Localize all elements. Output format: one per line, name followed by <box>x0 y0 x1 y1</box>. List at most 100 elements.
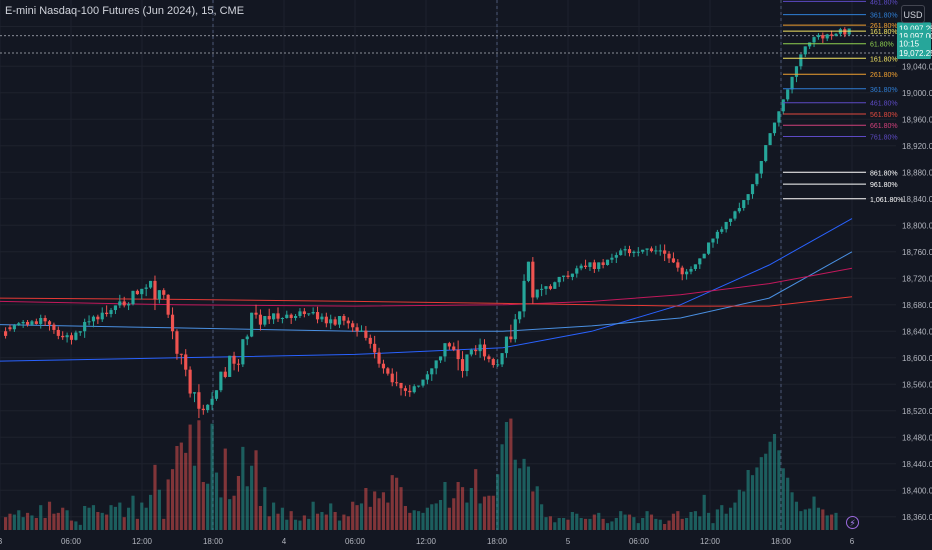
volume-bar <box>434 503 438 530</box>
volume-bar <box>175 446 179 530</box>
volume-bar <box>140 502 144 530</box>
candle-body <box>359 330 364 332</box>
volume-bar <box>201 482 205 530</box>
volume-bar <box>478 503 482 530</box>
candle-body <box>531 261 535 298</box>
volume-bar <box>641 518 645 530</box>
volume-bar <box>135 518 139 530</box>
y-tick-label: 18,800.00 <box>902 221 932 230</box>
x-tick-label: 12:00 <box>132 537 153 546</box>
volume-bar <box>96 512 100 530</box>
volume-bar <box>386 502 390 530</box>
candle-body <box>737 208 741 212</box>
candle-body <box>337 316 342 325</box>
candle-body <box>720 229 724 232</box>
volume-bar <box>359 503 364 530</box>
volume-bar <box>821 509 825 530</box>
candle-body <box>601 262 605 265</box>
volume-bar <box>21 517 25 530</box>
volume-bar <box>834 512 838 530</box>
candle-body <box>619 250 623 256</box>
y-tick-label: 18,400.00 <box>902 486 932 495</box>
candle-body <box>702 253 706 259</box>
volume-bar <box>786 477 790 530</box>
volume-bar <box>658 519 662 530</box>
candle-body <box>280 318 284 319</box>
volume-bar <box>605 523 610 530</box>
y-tick-label: 18,480.00 <box>902 433 932 442</box>
candle-body <box>364 330 368 338</box>
volume-bar <box>728 507 733 530</box>
volume-bar <box>557 518 561 530</box>
volume-bar <box>254 450 258 530</box>
fib-level-label: 961.80% <box>870 182 898 189</box>
candle-body <box>794 66 799 77</box>
candle-body <box>131 290 135 305</box>
time-axis[interactable]: 3 06:00 12:00 18:00 4 06:00 12:00 18:00 5 06:00 12… <box>0 537 855 546</box>
candle-body <box>680 267 684 275</box>
symbol-title[interactable]: E-mini Nasdaq-100 Futures (Jun 2024), 15… <box>5 5 245 17</box>
price-axis[interactable]: 19,100.0019,040.0019,000.0018,960.0018,9… <box>902 23 932 522</box>
candle-body <box>91 316 96 322</box>
candle-body <box>219 371 223 391</box>
volume-bar <box>47 501 52 530</box>
price-tag-label: 19,097.00 <box>899 32 932 41</box>
candle-body <box>166 294 170 315</box>
candle-body <box>641 249 645 252</box>
volume-bar <box>772 434 777 530</box>
volume-bar <box>320 512 324 530</box>
volume-bar <box>654 518 658 530</box>
candle-body <box>544 286 548 289</box>
volume-bar <box>241 446 245 530</box>
volume-bar <box>737 489 741 530</box>
volume-bar <box>500 444 504 530</box>
volume-bar <box>170 469 175 530</box>
volume-bar <box>377 498 381 530</box>
volume-bar <box>544 517 548 530</box>
y-tick-label: 18,440.00 <box>902 460 932 469</box>
candle-body <box>395 382 399 384</box>
volume-bar <box>781 468 785 530</box>
candle-body <box>663 250 667 254</box>
x-tick-label: 06:00 <box>629 537 650 546</box>
candle-body <box>122 301 126 306</box>
volume-bar <box>742 491 746 530</box>
volume-bar <box>799 511 803 530</box>
candle-body <box>632 251 636 254</box>
x-tick-label: 5 <box>566 537 571 546</box>
candle-body <box>671 258 676 263</box>
fib-level-label: 261.80% <box>870 23 898 30</box>
volume-bar <box>469 488 473 530</box>
volume-bar <box>447 507 451 530</box>
candle-body <box>399 382 403 389</box>
volume-bar <box>685 518 689 530</box>
moving-average-line <box>0 218 853 362</box>
volume-bar <box>733 502 737 530</box>
candle-body <box>812 37 816 43</box>
lightning-bolt-icon[interactable]: ⚡ <box>846 516 859 529</box>
candle-body <box>597 262 601 269</box>
candle-body <box>118 301 122 306</box>
candle-body <box>254 312 258 315</box>
volume-bar <box>78 524 82 530</box>
candle-body <box>52 324 56 330</box>
candle-body <box>184 354 188 370</box>
volume-bar <box>513 459 517 530</box>
volume-bar <box>825 515 829 530</box>
volume-bar <box>724 513 728 530</box>
candle-body <box>786 89 790 100</box>
candle-body <box>583 265 588 267</box>
volume-bar <box>667 520 671 530</box>
candle-body <box>263 316 267 325</box>
candle-body <box>610 257 614 260</box>
candle-body <box>557 276 561 283</box>
volume-bar <box>830 514 834 530</box>
volume-bar <box>430 504 434 530</box>
volume-bar <box>162 518 166 530</box>
currency-button[interactable]: USD <box>901 5 925 23</box>
y-tick-label: 19,040.00 <box>902 62 932 71</box>
candle-body <box>127 304 131 306</box>
volume-bar <box>12 514 16 530</box>
